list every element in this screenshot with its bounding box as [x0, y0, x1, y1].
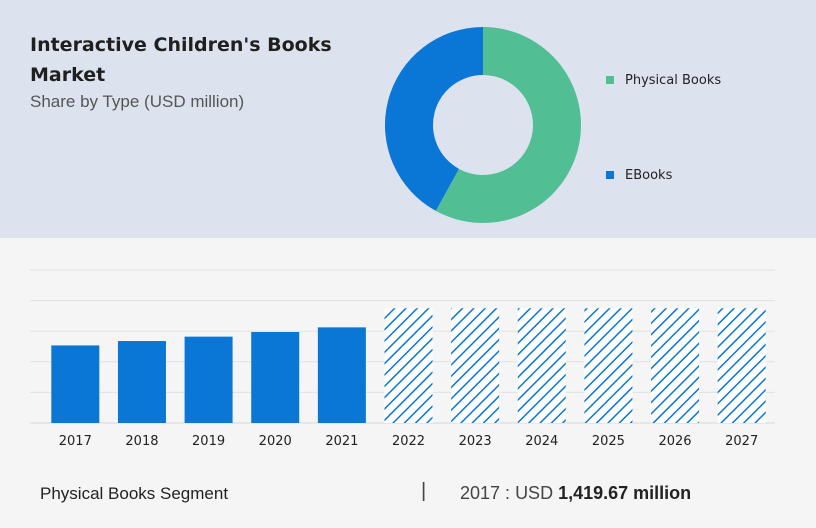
- x-tick-label-2023: 2023: [459, 434, 492, 449]
- legend-swatch-physical-books: [606, 76, 614, 84]
- chart-title: Interactive Children's Books Market: [30, 34, 332, 86]
- bar-chart: 2017 2018 2019 2020 2021 2022 2023 2024 2025 2026…: [30, 269, 775, 449]
- legend-item-physical-books: Physical Books: [606, 70, 721, 90]
- bar-2021: [317, 327, 366, 423]
- bar-forecast-2022: [384, 308, 433, 423]
- x-tick-label-2026: 2026: [658, 434, 691, 449]
- donut-chart: [385, 27, 581, 223]
- bar-forecast-2023: [451, 308, 500, 423]
- bar-forecast-2026: [651, 308, 700, 423]
- legend-swatch-ebooks: [606, 171, 614, 179]
- footer-segment-label: Physical Books Segment: [40, 484, 229, 503]
- x-tick-label-2020: 2020: [259, 434, 292, 449]
- x-tick-label-2027: 2027: [725, 434, 758, 449]
- bar-2019: [184, 336, 233, 423]
- footer-value-amount: 1,419.67 million: [558, 483, 692, 503]
- x-tick-label-2017: 2017: [59, 434, 92, 449]
- legend-item-ebooks: EBooks: [606, 165, 672, 185]
- x-tick-label-2024: 2024: [525, 434, 558, 449]
- bar-forecast-2024: [517, 308, 566, 423]
- donut-slice-physical-books: [435, 27, 581, 223]
- x-tick-label-2025: 2025: [592, 434, 625, 449]
- bar-forecast-2025: [584, 308, 633, 423]
- donut-slice-ebooks: [385, 27, 483, 211]
- legend-label-ebooks: EBooks: [625, 167, 673, 183]
- footer-value: 2017 : USD 1,419.67 million: [460, 483, 691, 504]
- x-tick-label-2022: 2022: [392, 434, 425, 449]
- chart-subtitle: Share by Type (USD million): [30, 92, 245, 111]
- footer-currency: USD: [515, 483, 554, 503]
- bar-2018: [117, 341, 166, 423]
- bar-2017: [51, 345, 100, 423]
- footer-year: 2017 :: [460, 483, 511, 503]
- legend-label-physical-books: Physical Books: [625, 72, 722, 88]
- x-tick-label-2019: 2019: [192, 434, 225, 449]
- bar-forecast-2027: [717, 308, 766, 423]
- footer-separator: |: [421, 480, 427, 502]
- x-tick-label-2018: 2018: [125, 434, 158, 449]
- bar-2020: [251, 332, 300, 423]
- x-tick-label-2021: 2021: [325, 434, 358, 449]
